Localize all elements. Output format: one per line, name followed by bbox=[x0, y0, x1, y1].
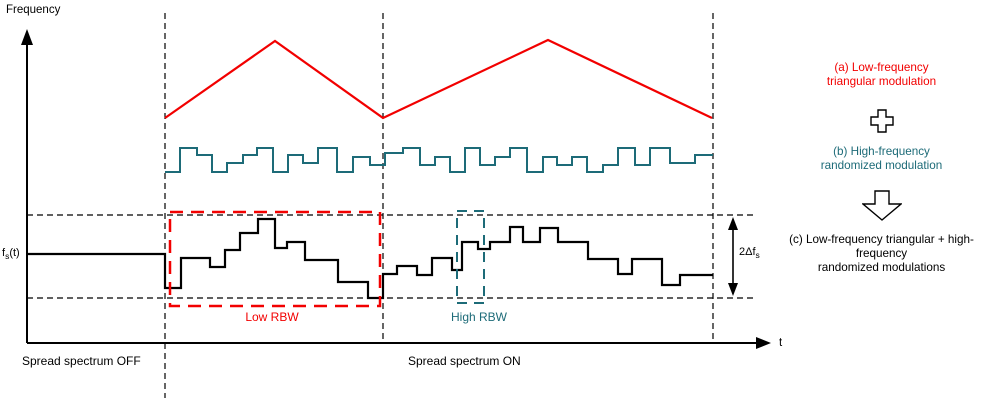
high-rbw-window bbox=[456, 210, 485, 304]
low-rbw-window bbox=[168, 210, 382, 308]
delta-label-main: 2Δf bbox=[739, 246, 756, 258]
triangular-modulation-wave bbox=[164, 38, 713, 120]
annotation-a-line1: (a) Low-frequency bbox=[834, 61, 929, 74]
x-axis-arrowhead bbox=[756, 337, 771, 349]
x-axis-label: t bbox=[779, 337, 783, 349]
plus-icon bbox=[869, 109, 894, 133]
delta-fs-arrowhead-top bbox=[728, 217, 738, 230]
randomized-modulation-wave bbox=[165, 147, 713, 173]
fs-level-label: fs(t) bbox=[2, 247, 20, 260]
delta-fs-label: 2Δfs bbox=[739, 246, 760, 259]
annotation-c-line2: frequency bbox=[855, 247, 908, 260]
annotation-c-line1: (c) Low-frequency triangular + high- bbox=[789, 233, 974, 246]
annotation-c-line3: randomized modulations bbox=[817, 261, 946, 274]
annotation-b-line1: (b) High-frequency bbox=[833, 145, 930, 158]
low-rbw-label: Low RBW bbox=[245, 310, 299, 324]
fs-label-main: f bbox=[2, 247, 6, 259]
delta-label-sub: s bbox=[755, 250, 760, 261]
down-arrow-icon bbox=[861, 190, 902, 221]
annotation-b-line2: randomized modulation bbox=[820, 159, 943, 172]
annotation-a-line2: triangular modulation bbox=[826, 75, 937, 88]
high-rbw-label: High RBW bbox=[450, 310, 507, 324]
annotation-c: (c) Low-frequency triangular + high- fre… bbox=[778, 233, 985, 275]
spread-spectrum-on-label: Spread spectrum ON bbox=[408, 354, 521, 368]
fs-label-tail: (t) bbox=[9, 247, 20, 259]
combined-modulation-wave bbox=[27, 217, 713, 300]
delta-fs-arrowhead-bottom bbox=[728, 283, 738, 296]
y-axis-arrowhead bbox=[21, 29, 33, 45]
y-axis-label: Frequency bbox=[6, 4, 61, 16]
spread-spectrum-off-label: Spread spectrum OFF bbox=[22, 354, 141, 368]
annotation-b: (b) High-frequency randomized modulation bbox=[778, 145, 985, 173]
fs-label-sub: s bbox=[5, 251, 10, 262]
annotation-a: (a) Low-frequency triangular modulation bbox=[778, 61, 985, 89]
